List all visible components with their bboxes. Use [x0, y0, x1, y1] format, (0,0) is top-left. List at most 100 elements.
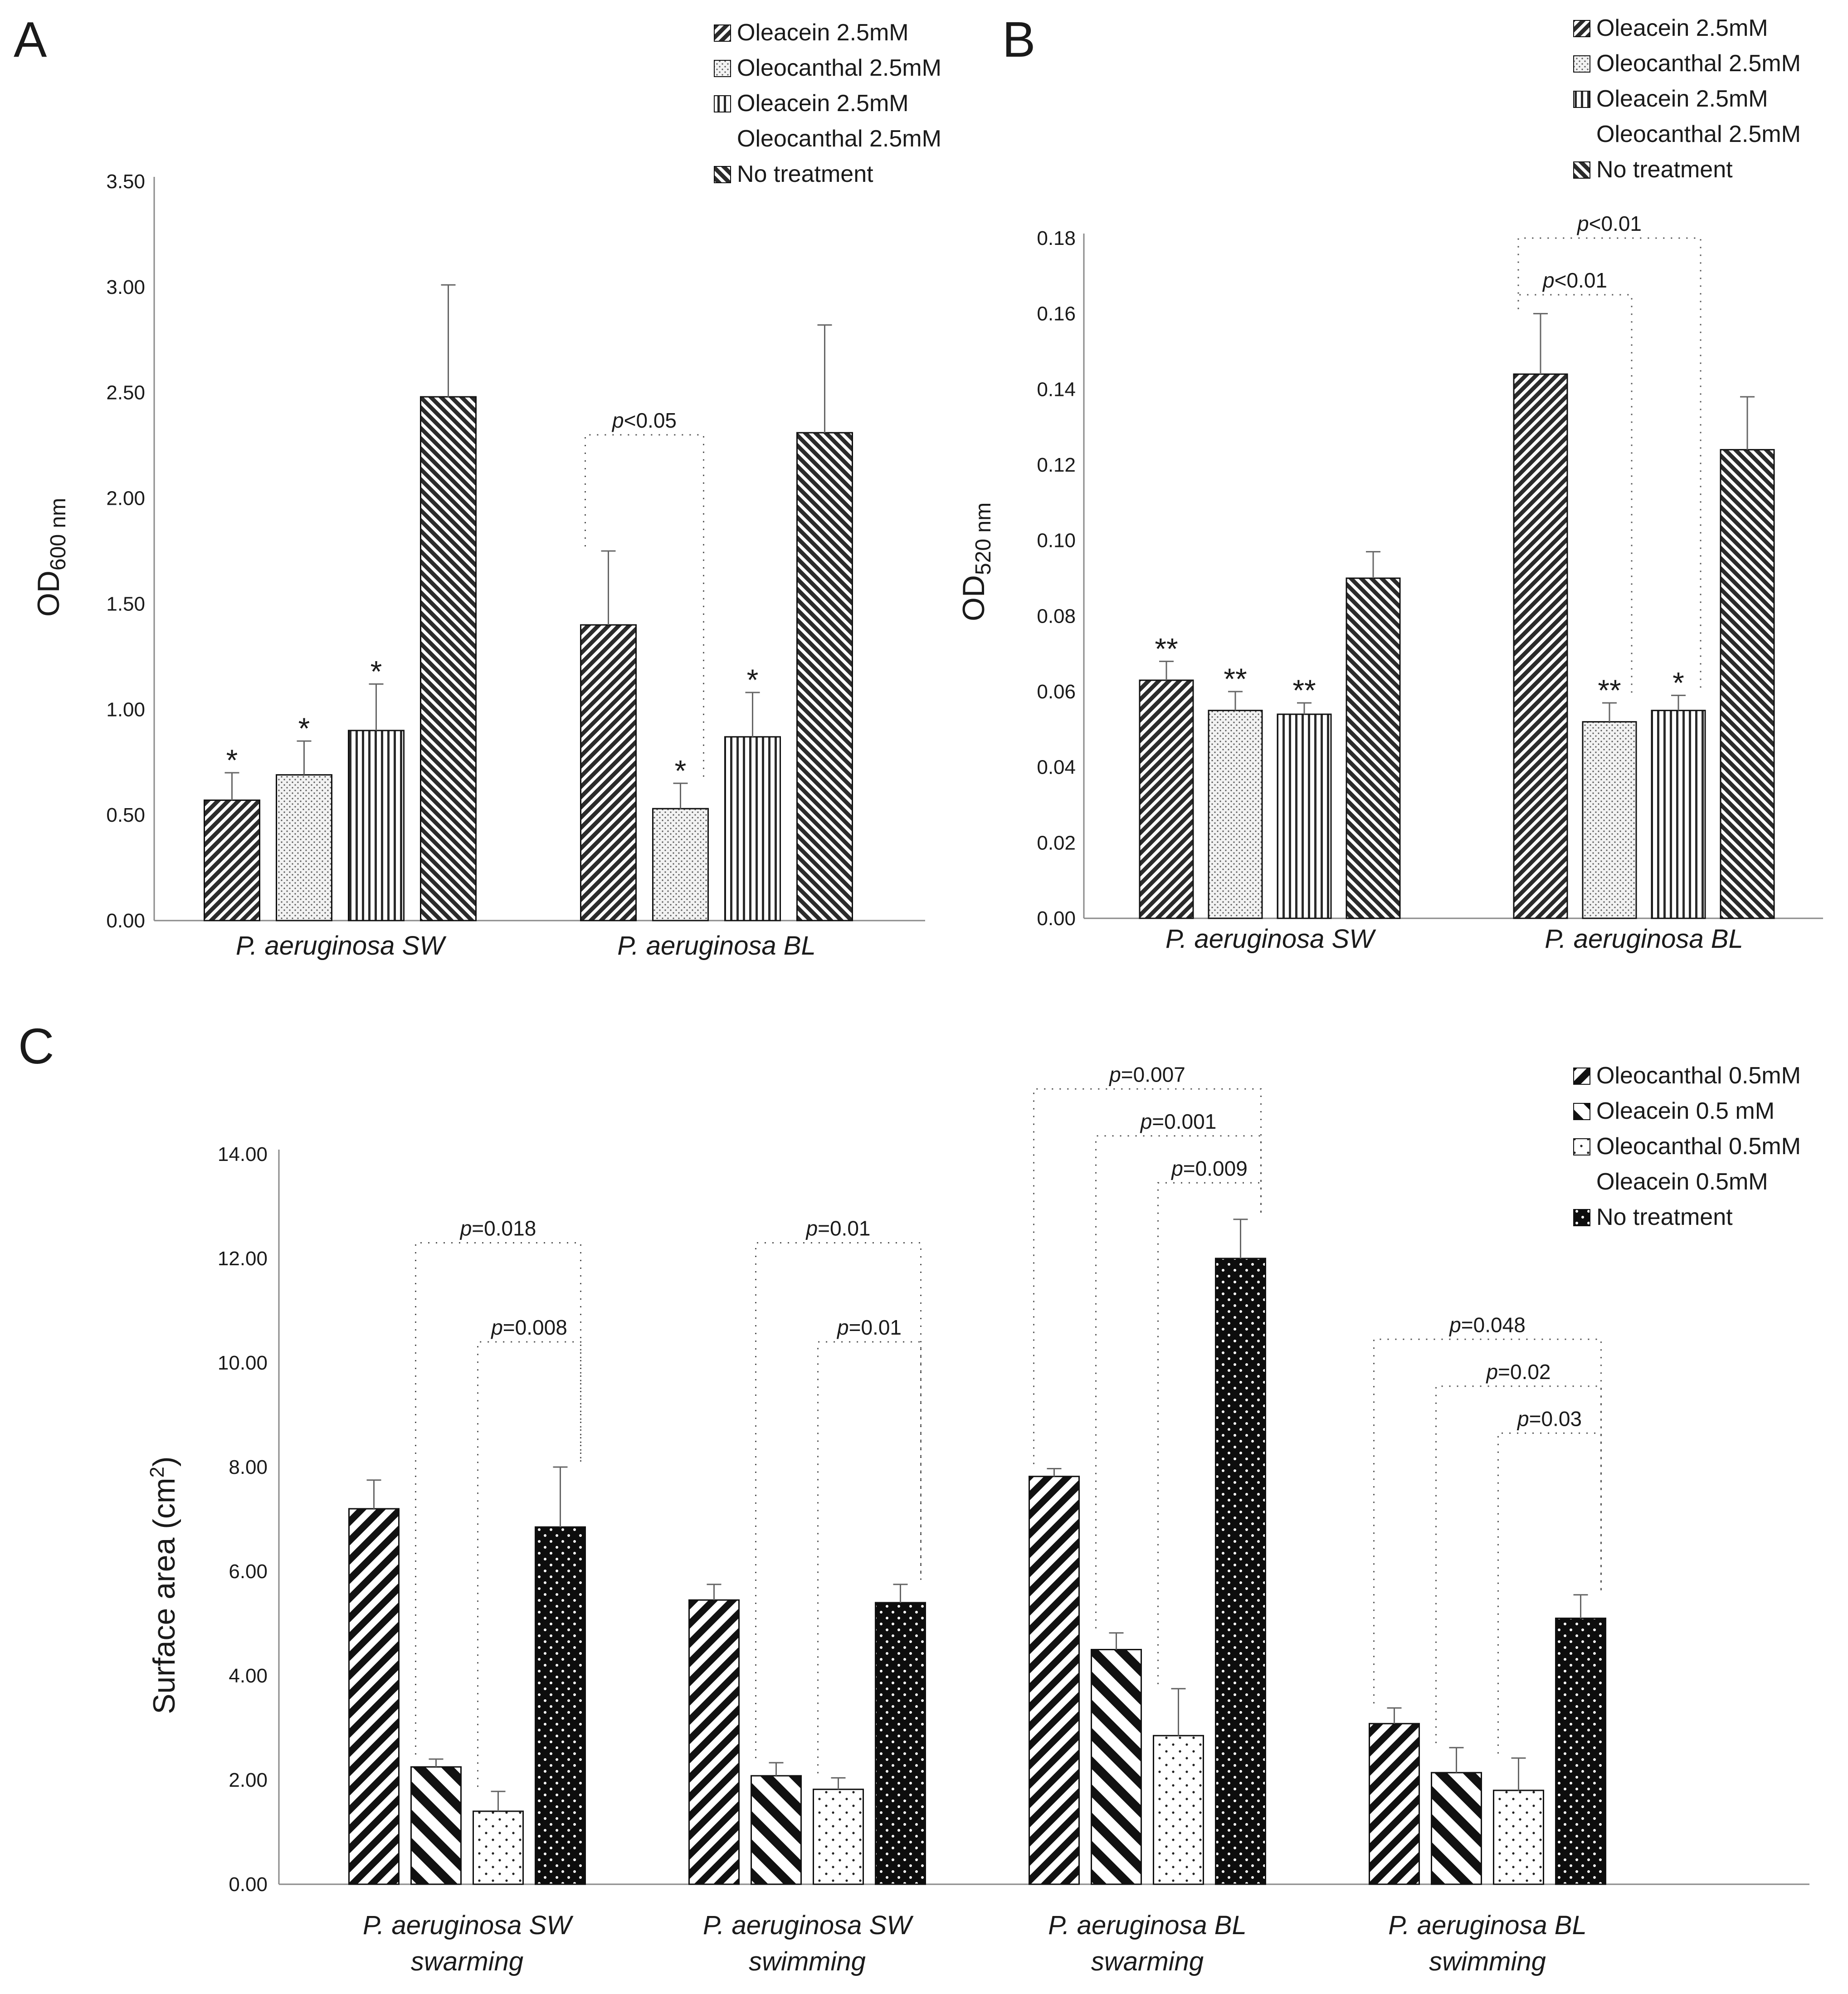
plot-area-b: 0.00 0.02 0.04 0.06 0.08 0.10 0.12 0.14 0.16 0.18…	[1037, 212, 1823, 954]
y-axis-label-b: OD520 nm	[956, 502, 995, 621]
bar	[1029, 1477, 1079, 1884]
y-tick-label: 0.00	[229, 1873, 268, 1896]
y-tick-label: 0.08	[1037, 605, 1076, 627]
bar	[1154, 1736, 1204, 1884]
bar	[653, 809, 708, 921]
bar	[473, 1811, 523, 1884]
legend-label: No treatment	[737, 161, 873, 187]
bar	[1652, 711, 1705, 918]
legend-label: Oleacein 2.5mM	[737, 90, 909, 117]
y-tick-label: 10.00	[218, 1352, 268, 1374]
bar	[421, 397, 476, 921]
legend-label: Oleacein 2.5mM	[1596, 86, 1768, 112]
y-tick-label: 3.00	[106, 276, 145, 298]
legend-swatch	[1574, 56, 1590, 72]
y-tick-label: 0.14	[1037, 378, 1076, 400]
bar	[1370, 1724, 1419, 1884]
y-tick-label: 1.50	[106, 593, 145, 615]
legend-label: Oleocanthal 0.5mM	[1596, 1133, 1801, 1160]
legend-swatch	[1574, 1068, 1590, 1084]
y-tick-label: 2.50	[106, 382, 145, 404]
category-label: P. aeruginosa BL	[1545, 924, 1743, 954]
legend-label: No treatment	[1596, 156, 1733, 183]
significance-star: *	[747, 663, 759, 697]
bar	[349, 731, 404, 921]
category-label: P. aeruginosa BL	[617, 931, 816, 960]
legend-a: Oleacein 2.5mM Oleocanthal 2.5mM Oleacein …	[714, 20, 941, 187]
p-value-label: p<0.05	[611, 409, 677, 432]
p-value-label: p=0.001	[1140, 1110, 1217, 1133]
category-label: swarming	[411, 1947, 523, 1976]
p-value-label: p<0.01	[1576, 212, 1642, 235]
legend-swatch	[1574, 1139, 1590, 1155]
y-tick-label: 1.00	[106, 698, 145, 721]
legend-swatch	[714, 25, 731, 41]
legend-swatch	[714, 166, 731, 183]
y-tick-label: 4.00	[229, 1665, 268, 1687]
bar	[1494, 1790, 1544, 1884]
bar	[797, 433, 853, 921]
legend-b: Oleacein 2.5mM Oleocanthal 2.5mM Oleacein …	[1574, 15, 1801, 183]
legend-label: Oleacein 2.5mM	[737, 20, 909, 46]
bar	[751, 1776, 801, 1884]
y-axis-label-c: Surface area (cm2)	[146, 1456, 181, 1714]
figure: A Oleacein 2.5mMOleocanthal 2.5mMOleacei…	[0, 0, 1848, 1994]
legend-label: Oleocanthal 2.5mM	[737, 126, 941, 152]
y-tick-label: 0.00	[106, 910, 145, 932]
p-value-label: p=0.008	[490, 1316, 567, 1339]
legend-label: Oleocanthal 2.5mM	[1596, 50, 1801, 77]
y-axis-label-a: OD600 nm	[31, 498, 70, 617]
bar	[1140, 680, 1193, 918]
bar	[1092, 1650, 1141, 1885]
y-tick-label: 6.00	[229, 1560, 268, 1583]
y-tick-label: 0.16	[1037, 303, 1076, 325]
y-tick-label: 0.04	[1037, 756, 1076, 779]
legend-swatch	[1574, 1103, 1590, 1120]
bar	[689, 1600, 739, 1884]
p-value-label: p<0.01	[1542, 268, 1607, 292]
bar	[1583, 722, 1636, 918]
legend-label: Oleacein 0.5 mM	[1596, 1098, 1775, 1124]
bar	[581, 625, 636, 921]
category-label: P. aeruginosa SW	[236, 931, 447, 960]
bar	[349, 1509, 399, 1884]
legend-label: Oleacein 0.5mM	[1596, 1169, 1768, 1195]
p-value-label: p=0.018	[459, 1217, 536, 1240]
plot-area-c: 0.00 2.00 4.00 6.00 8.00 10.00 12.00 14.00 P. ae…	[218, 1063, 1809, 1976]
p-value-label: p=0.009	[1170, 1156, 1248, 1180]
legend-label: Oleocanthal 0.5mM	[1596, 1063, 1801, 1089]
bar	[536, 1527, 585, 1884]
significance-star: *	[1672, 666, 1684, 699]
y-tick-label: 12.00	[218, 1248, 268, 1270]
bar	[1514, 374, 1567, 918]
significance-star: **	[1292, 673, 1316, 707]
category-label: swimming	[1429, 1947, 1546, 1976]
category-label: P. aeruginosa SW	[703, 1911, 914, 1940]
legend-label: Oleocanthal 2.5mM	[1596, 121, 1801, 147]
bar	[1209, 711, 1262, 918]
legend-swatch	[1574, 20, 1590, 37]
category-label: swimming	[749, 1947, 866, 1976]
bar	[277, 775, 332, 921]
legend-label: Oleacein 2.5mM	[1596, 15, 1768, 41]
category-label: P. aeruginosa BL	[1388, 1911, 1587, 1940]
legend-label: No treatment	[1596, 1204, 1733, 1230]
p-value-label: p=0.048	[1448, 1313, 1526, 1336]
y-tick-label: 2.00	[229, 1769, 268, 1791]
category-label: P. aeruginosa BL	[1048, 1911, 1247, 1940]
panel-letter-c: C	[18, 1019, 54, 1074]
y-tick-label: 3.50	[106, 171, 145, 193]
y-tick-label: 14.00	[218, 1143, 268, 1165]
p-value-label: p=0.01	[836, 1316, 902, 1339]
panel-letter-b: B	[1002, 12, 1035, 68]
legend-c: Oleocanthal 0.5mM Oleacein 0.5 mM Oleocant…	[1574, 1063, 1801, 1230]
legend-swatch	[714, 60, 731, 77]
legend-swatch	[1574, 162, 1590, 178]
significance-star: *	[298, 712, 310, 745]
p-value-label: p=0.007	[1108, 1063, 1185, 1086]
p-value-label: p=0.01	[805, 1217, 871, 1240]
category-label: P. aeruginosa SW	[1165, 924, 1376, 954]
y-tick-label: 0.06	[1037, 681, 1076, 703]
